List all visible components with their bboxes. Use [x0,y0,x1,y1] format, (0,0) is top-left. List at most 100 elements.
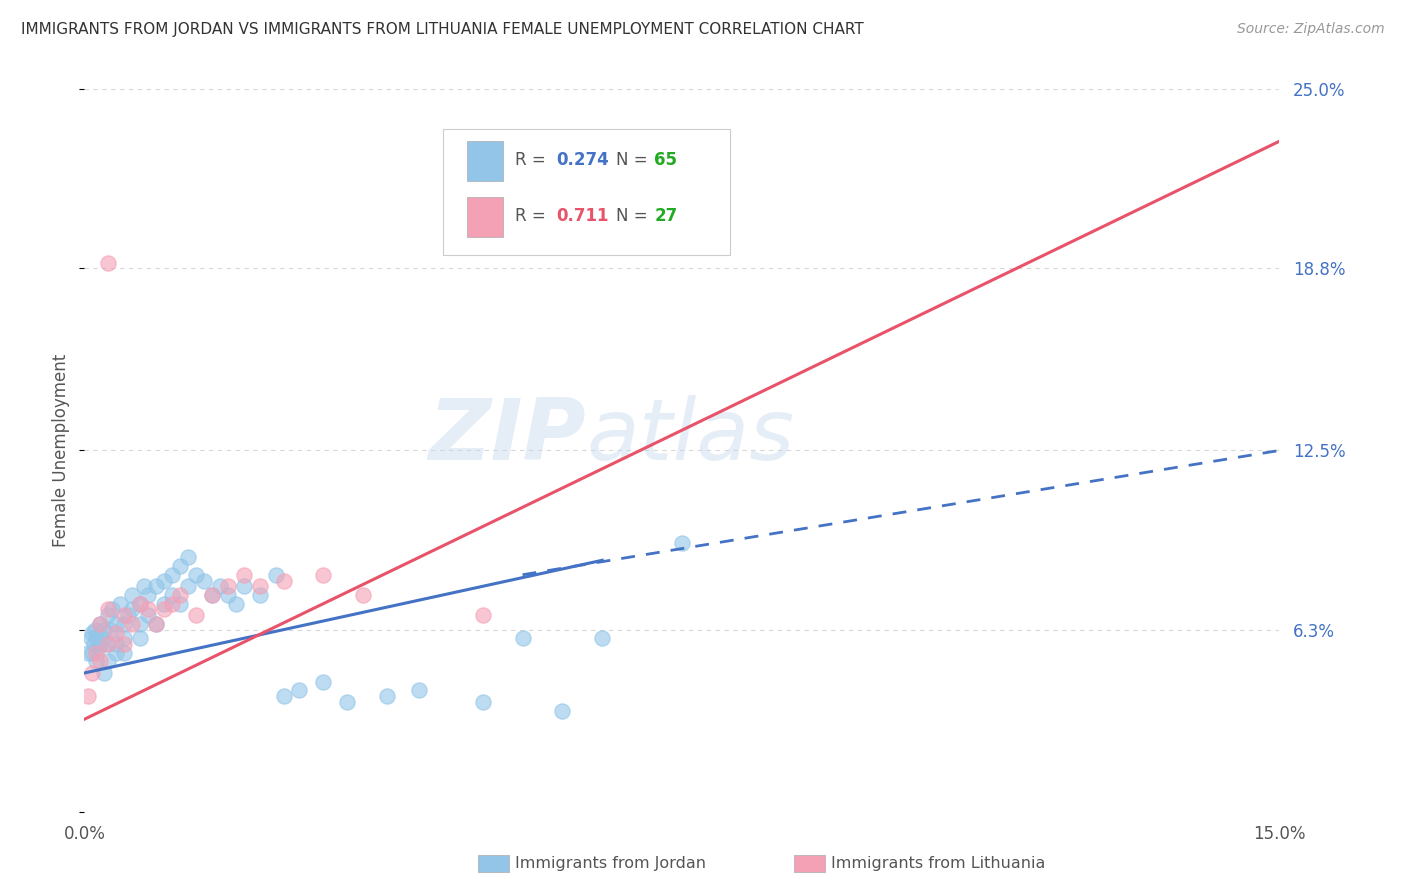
Point [97,602,120,616]
Point [169,597,191,611]
Point [117,608,139,623]
Text: Immigrants from Jordan: Immigrants from Jordan [515,856,706,871]
Point [136,608,159,623]
Point [273,574,295,588]
Point [87,640,110,654]
Text: ZIP: ZIP [429,394,586,477]
FancyBboxPatch shape [467,197,503,236]
Point [90,632,112,646]
Point [145,579,167,593]
Point [169,588,191,602]
Point [217,579,239,593]
Point [312,674,335,689]
Text: N =: N = [616,152,652,169]
Point [121,588,143,602]
Point [160,567,183,582]
Text: 0.711: 0.711 [557,207,609,226]
Point [153,602,176,616]
FancyBboxPatch shape [443,129,730,255]
Text: Source: ZipAtlas.com: Source: ZipAtlas.com [1237,22,1385,37]
Point [112,637,135,651]
Point [145,616,167,631]
Point [160,588,183,602]
Point [89,616,111,631]
Point [512,632,534,646]
Point [97,655,120,669]
Point [129,597,152,611]
Point [89,655,111,669]
Point [249,588,271,602]
Point [86,646,108,660]
Text: Immigrants from Lithuania: Immigrants from Lithuania [831,856,1045,871]
Point [121,616,143,631]
Point [375,689,398,703]
Point [153,597,176,611]
Point [264,567,287,582]
Point [89,637,111,651]
Text: IMMIGRANTS FROM JORDAN VS IMMIGRANTS FROM LITHUANIA FEMALE UNEMPLOYMENT CORRELAT: IMMIGRANTS FROM JORDAN VS IMMIGRANTS FRO… [21,22,863,37]
Point [136,602,159,616]
Point [121,602,143,616]
Point [112,616,135,631]
FancyBboxPatch shape [467,141,503,180]
Point [193,574,215,588]
Point [112,646,135,660]
Point [105,637,128,651]
Point [112,608,135,623]
Text: R =: R = [515,207,555,226]
Point [105,646,128,660]
Point [101,602,124,616]
Point [208,579,231,593]
Point [136,588,159,602]
Point [551,704,574,718]
Point [225,597,247,611]
Point [86,632,108,646]
Point [145,616,167,631]
Point [80,632,103,646]
Point [232,567,254,582]
Point [184,608,207,623]
Point [336,695,359,709]
Point [110,597,132,611]
Point [177,579,200,593]
Point [112,632,135,646]
Point [93,665,115,680]
Point [169,559,191,574]
Point [97,608,120,623]
Text: 0.274: 0.274 [557,152,609,169]
Point [77,689,100,703]
Point [671,536,693,550]
Point [312,567,335,582]
Point [129,616,152,631]
Point [77,646,100,660]
Point [471,608,494,623]
Point [132,579,156,593]
Point [352,588,374,602]
Text: N =: N = [616,207,652,226]
Point [232,579,254,593]
Point [82,625,104,640]
Text: 65: 65 [654,152,678,169]
Point [273,689,295,703]
Point [97,637,120,651]
Point [93,623,115,637]
Point [82,646,104,660]
Point [591,632,613,646]
Y-axis label: Female Unemployment: Female Unemployment [52,354,70,547]
Point [83,637,105,651]
Text: 27: 27 [654,207,678,226]
Point [201,588,224,602]
Point [288,683,311,698]
Point [160,597,183,611]
Point [97,255,120,269]
Point [471,695,494,709]
Point [89,616,111,631]
Point [249,579,271,593]
Point [105,616,128,631]
Point [217,588,239,602]
Point [184,567,207,582]
Point [98,623,121,637]
Point [201,588,224,602]
Point [408,683,430,698]
Text: atlas: atlas [586,394,794,477]
